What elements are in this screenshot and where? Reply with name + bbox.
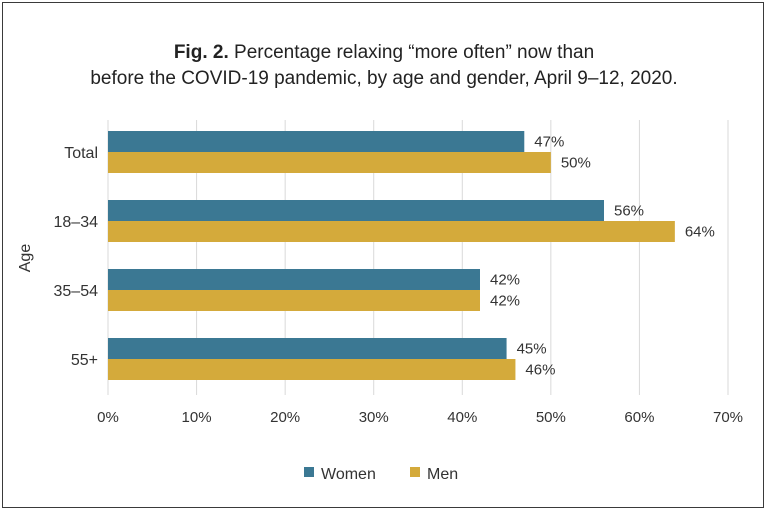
data-label: 50%: [561, 155, 591, 172]
y-axis: Age Total 18–34 35–54 55+: [17, 145, 98, 369]
data-label: 46%: [525, 362, 555, 379]
legend-swatch: [410, 467, 420, 477]
x-axis: 0% 10% 20% 30% 40% 50% 60% 70%: [97, 409, 743, 426]
x-tick-label: 60%: [624, 409, 654, 426]
category-label: 35–54: [54, 283, 99, 300]
value-labels: 47% 50% 56% 64% 42% 42% 45% 46%: [490, 134, 715, 379]
data-label: 42%: [490, 293, 520, 310]
legend-label: Women: [321, 466, 376, 483]
bar-women: [108, 269, 480, 290]
data-label: 64%: [685, 224, 715, 241]
bar-men: [108, 359, 516, 380]
x-tick-label: 50%: [536, 409, 566, 426]
bars: [108, 131, 675, 380]
x-tick-label: 10%: [182, 409, 212, 426]
legend-swatch: [304, 467, 314, 477]
chart-title: Fig. 2. Percentage relaxing “more often”…: [0, 40, 768, 92]
bar-women: [108, 131, 525, 152]
title-line-2: before the COVID-19 pandemic, by age and…: [90, 68, 678, 89]
legend-label: Men: [427, 466, 458, 483]
category-label: 18–34: [54, 214, 99, 231]
category-label: 55+: [71, 352, 98, 369]
x-tick-label: 0%: [97, 409, 119, 426]
bar-men: [108, 152, 551, 173]
x-tick-label: 30%: [359, 409, 389, 426]
bar-women: [108, 200, 604, 221]
y-axis-title: Age: [17, 244, 34, 273]
bar-men: [108, 221, 675, 242]
data-label: 42%: [490, 272, 520, 289]
title-line-1: Fig. 2. Percentage relaxing “more often”…: [0, 40, 768, 66]
x-tick-label: 40%: [447, 409, 477, 426]
bar-men: [108, 290, 480, 311]
x-tick-label: 20%: [270, 409, 300, 426]
title-prefix: Fig. 2.: [173, 42, 229, 63]
category-label: Total: [64, 145, 98, 162]
bar-women: [108, 338, 507, 359]
legend: Women Men: [304, 466, 458, 483]
title-text-1: Percentage relaxing “more often” now tha…: [234, 42, 595, 63]
x-tick-label: 70%: [713, 409, 743, 426]
data-label: 47%: [534, 134, 564, 151]
data-label: 45%: [517, 341, 547, 358]
data-label: 56%: [614, 203, 644, 220]
